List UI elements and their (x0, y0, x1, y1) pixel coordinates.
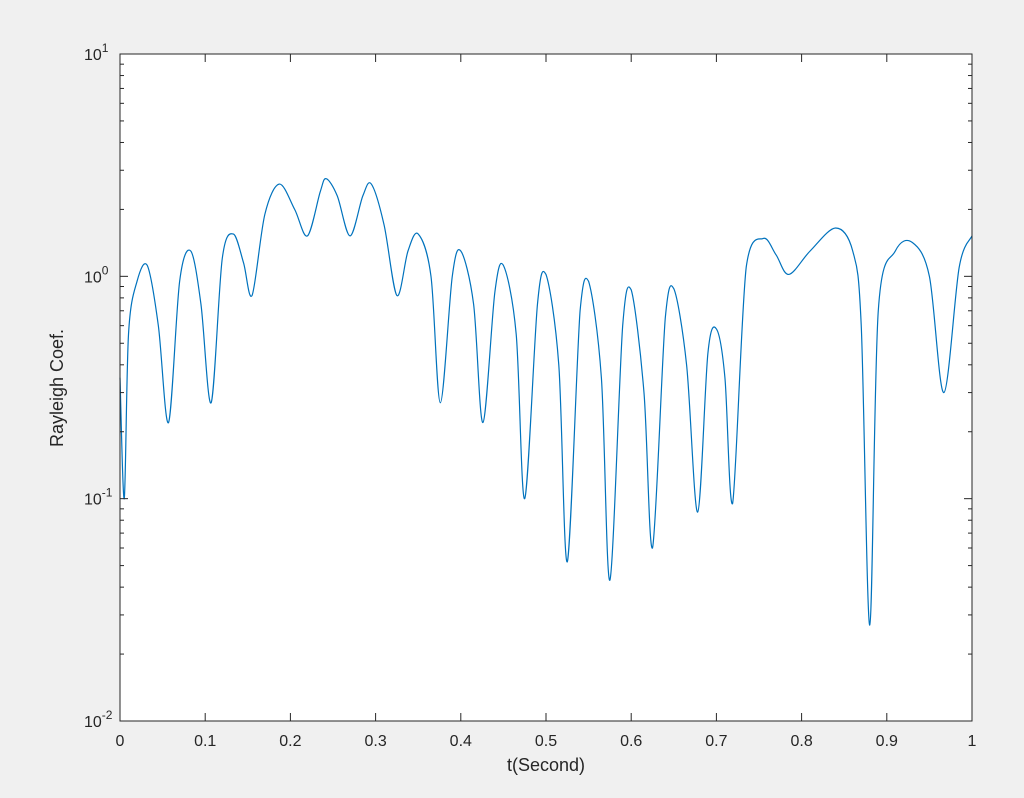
y-tick-labels: 101 100 10-1 10-2 (84, 41, 113, 731)
y-tick-label: 10-2 (84, 708, 113, 731)
y-tick-label: 100 (84, 263, 109, 286)
y-tick-label: 10-1 (84, 486, 113, 509)
x-tick-label: 0.3 (364, 733, 386, 750)
x-tick-label: 0.8 (790, 733, 812, 750)
x-tick-label: 0.2 (279, 733, 301, 750)
x-tick-labels: 0 0.1 0.2 0.3 0.4 0.5 0.6 0.7 0.8 0.9 1 (116, 733, 977, 750)
x-tick-label: 0 (116, 733, 125, 750)
line-layer (119, 178, 973, 626)
axes-background (120, 54, 972, 721)
x-tick-label: 0.5 (535, 733, 557, 750)
axes-frame (119, 53, 973, 722)
x-tick-label: 0.4 (450, 733, 472, 750)
x-axis-label: t(Second) (507, 755, 585, 775)
series-line (119, 178, 973, 626)
x-tick-label: 0.7 (705, 733, 727, 750)
x-tick-label: 0.9 (876, 733, 898, 750)
y-tick-label: 101 (84, 41, 109, 64)
x-tick-label: 0.1 (194, 733, 216, 750)
x-tick-label: 0.6 (620, 733, 642, 750)
x-tick-label: 1 (968, 733, 977, 750)
y-axis-label: Rayleigh Coef. (47, 329, 67, 447)
